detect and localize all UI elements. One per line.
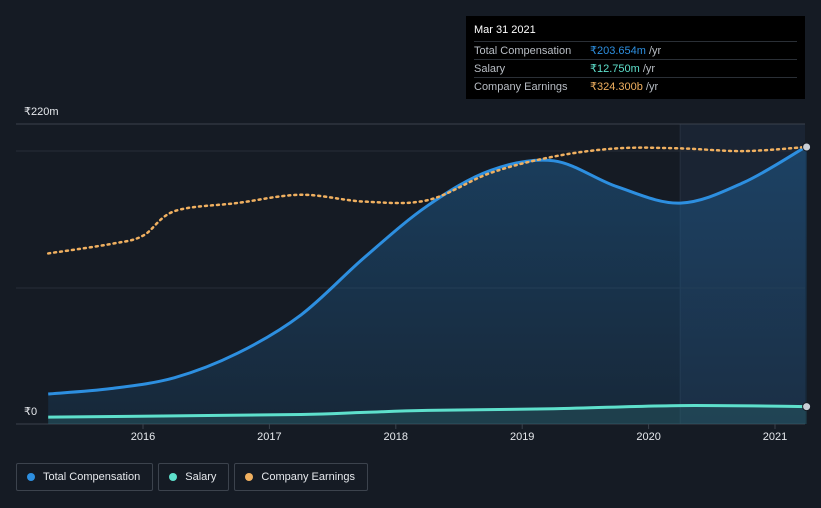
x-tick-label: 2019 — [510, 431, 534, 443]
legend-label: Total Compensation — [43, 471, 141, 483]
legend-item-salary[interactable]: Salary — [158, 463, 230, 491]
x-tick-label: 2021 — [763, 431, 787, 443]
x-tick-label: 2018 — [384, 431, 408, 443]
chart-tooltip: Mar 31 2021 Total Compensation ₹203.654m… — [466, 16, 805, 99]
tooltip-row-total-compensation: Total Compensation ₹203.654m /yr — [474, 41, 797, 59]
tooltip-label: Company Earnings — [474, 80, 568, 93]
legend-dot-icon — [169, 473, 178, 481]
tooltip-unit: /yr — [645, 80, 659, 93]
legend-label: Company Earnings — [261, 471, 355, 483]
tooltip-value: ₹12.750m — [590, 63, 640, 75]
tooltip-unit: /yr — [648, 44, 662, 57]
legend-item-total-compensation[interactable]: Total Compensation — [16, 463, 154, 491]
x-tick-label: 2016 — [131, 431, 155, 443]
tooltip-row-salary: Salary ₹12.750m /yr — [474, 59, 797, 77]
tooltip-unit: /yr — [642, 62, 656, 75]
y-tick-label-max: ₹220m — [24, 106, 59, 118]
company-earnings-line — [46, 145, 808, 255]
salary-line — [48, 404, 807, 419]
tooltip-value: ₹324.300b — [590, 81, 643, 93]
tooltip-value: ₹203.654m — [590, 45, 646, 57]
tooltip-label: Salary — [474, 62, 506, 75]
company-earnings-end-point — [802, 142, 812, 152]
salary-end-point — [802, 402, 812, 412]
legend-item-company-earnings[interactable]: Company Earnings — [234, 463, 368, 491]
y-tick-label-zero: ₹0 — [24, 406, 38, 418]
x-tick-label: 2020 — [636, 431, 660, 443]
chart-legend: Total Compensation Salary Company Earnin… — [16, 463, 373, 491]
legend-dot-icon — [27, 473, 35, 481]
x-tick-label: 2017 — [257, 431, 281, 443]
salary-area — [48, 405, 807, 424]
tooltip-date: Mar 31 2021 — [474, 24, 536, 36]
legend-dot-icon — [245, 473, 254, 481]
tooltip-row-company-earnings: Company Earnings ₹324.300b /yr — [474, 77, 797, 95]
total-compensation-line — [48, 144, 808, 396]
tooltip-label: Total Compensation — [474, 44, 572, 57]
legend-label: Salary — [185, 471, 217, 483]
